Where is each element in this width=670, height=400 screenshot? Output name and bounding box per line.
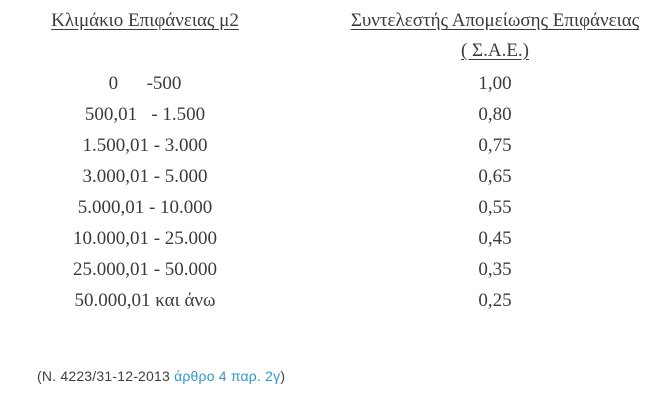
coefficient-header-line1: Συντελεστής Απομείωσης Επιφάνειας <box>350 10 640 31</box>
coefficient-value: 0,35 <box>478 259 512 280</box>
table-row: 10.000,01 - 25.000 0,45 <box>0 223 670 254</box>
surface-range: 3.000,01 - 5.000 <box>82 166 208 187</box>
surface-range: 10.000,01 - 25.000 <box>72 228 218 249</box>
table-header-row: Κλιμάκιο Επιφάνειας μ2 Συντελεστής Απομε… <box>0 6 670 66</box>
footnote-suffix: ) <box>280 368 286 384</box>
column-header-surface-scale: Κλιμάκιο Επιφάνειας μ2 <box>0 6 290 36</box>
surface-range: 1.500,01 - 3.000 <box>82 135 208 156</box>
coefficient-value: 0,25 <box>478 290 512 311</box>
table-row: 50.000,01 και άνω 0,25 <box>0 285 670 316</box>
coefficient-value: 0,65 <box>478 166 512 187</box>
surface-range: 5.000,01 - 10.000 <box>77 197 213 218</box>
legal-reference-footnote: (N. 4223/31-12-2013 άρθρο 4 παρ. 2γ) <box>37 368 670 384</box>
column-header-coefficient: Συντελεστής Απομείωσης Επιφάνειας ( Σ.Α.… <box>290 6 670 66</box>
table-row: 5.000,01 - 10.000 0,55 <box>0 192 670 223</box>
footnote-prefix: (N. 4223/31-12-2013 <box>37 368 175 384</box>
coefficient-value: 0,75 <box>478 135 512 156</box>
table-row: 25.000,01 - 50.000 0,35 <box>0 254 670 285</box>
surface-range: 0 -500 <box>108 73 182 94</box>
table-row: 0 -500 1,00 <box>0 68 670 99</box>
coefficient-value: 0,80 <box>478 104 512 125</box>
surface-scale-header-label: Κλιμάκιο Επιφάνειας μ2 <box>51 10 239 31</box>
coefficient-value: 0,55 <box>478 197 512 218</box>
surface-range: 25.000,01 - 50.000 <box>72 259 218 280</box>
table-row: 1.500,01 - 3.000 0,75 <box>0 130 670 161</box>
coefficient-value: 0,45 <box>478 228 512 249</box>
article-link[interactable]: άρθρο 4 παρ. 2γ <box>174 368 281 384</box>
surface-range: 500,01 - 1.500 <box>84 104 206 125</box>
table-row: 3.000,01 - 5.000 0,65 <box>0 161 670 192</box>
coefficient-value: 1,00 <box>478 73 512 94</box>
table-body: 0 -500 1,00 500,01 - 1.500 0,80 1.500,01… <box>0 68 670 316</box>
coefficient-header-line2: ( Σ.Α.Ε.) <box>460 40 530 61</box>
surface-range: 50.000,01 και άνω <box>74 290 216 311</box>
sae-coefficient-table: Κλιμάκιο Επιφάνειας μ2 Συντελεστής Απομε… <box>0 6 670 316</box>
table-row: 500,01 - 1.500 0,80 <box>0 99 670 130</box>
